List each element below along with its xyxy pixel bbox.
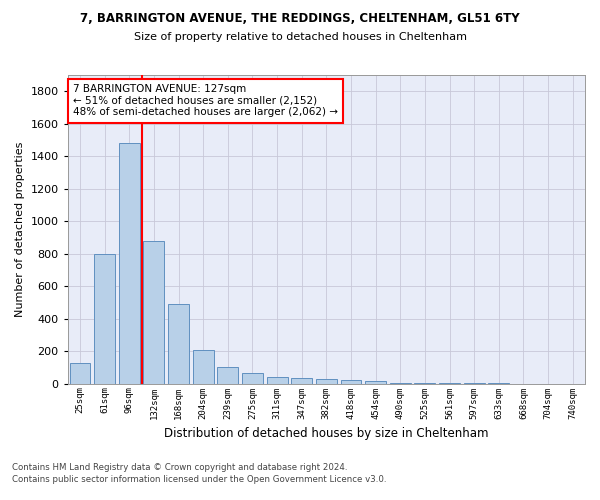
Bar — [266, 377, 287, 384]
Text: 7 BARRINGTON AVENUE: 127sqm
← 51% of detached houses are smaller (2,152)
48% of : 7 BARRINGTON AVENUE: 127sqm ← 51% of det… — [73, 84, 338, 117]
Bar — [341, 380, 361, 384]
Bar — [242, 373, 263, 384]
Text: 7, BARRINGTON AVENUE, THE REDDINGS, CHELTENHAM, GL51 6TY: 7, BARRINGTON AVENUE, THE REDDINGS, CHEL… — [80, 12, 520, 26]
Bar — [168, 304, 189, 384]
Y-axis label: Number of detached properties: Number of detached properties — [15, 142, 25, 317]
Bar — [193, 350, 214, 384]
Bar — [217, 366, 238, 384]
Bar — [94, 254, 115, 384]
Bar — [365, 381, 386, 384]
Bar — [119, 143, 140, 384]
Text: Contains public sector information licensed under the Open Government Licence v3: Contains public sector information licen… — [12, 475, 386, 484]
Bar — [70, 364, 91, 384]
Bar — [390, 383, 411, 384]
Bar — [143, 240, 164, 384]
X-axis label: Distribution of detached houses by size in Cheltenham: Distribution of detached houses by size … — [164, 427, 488, 440]
Text: Contains HM Land Registry data © Crown copyright and database right 2024.: Contains HM Land Registry data © Crown c… — [12, 464, 347, 472]
Bar — [291, 378, 312, 384]
Text: Size of property relative to detached houses in Cheltenham: Size of property relative to detached ho… — [133, 32, 467, 42]
Bar — [316, 379, 337, 384]
